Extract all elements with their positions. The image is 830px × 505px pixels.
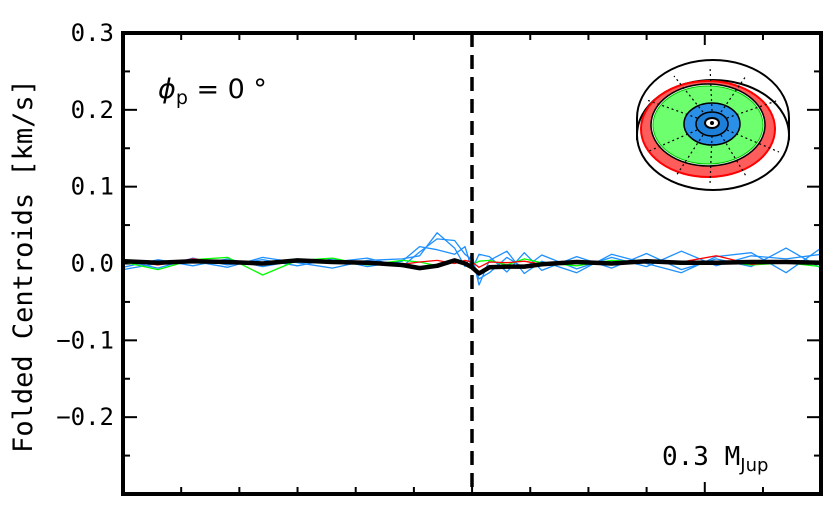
y-tick-label: 0.3 <box>71 19 114 47</box>
phase-symbol: ϕ <box>158 74 176 105</box>
phase-annotation: ϕp = 0 ° <box>158 74 267 109</box>
y-axis-label: Folded Centroids [km/s] <box>8 79 39 453</box>
phase-value: = 0 ° <box>188 74 267 105</box>
y-tick-label: −0.2 <box>56 403 114 431</box>
y-tick-label: 0.0 <box>71 250 114 278</box>
disk-outer-rim <box>636 59 790 119</box>
axes-frame <box>121 31 823 496</box>
disk-center-star <box>710 121 714 125</box>
phase-subscript: p <box>176 87 188 109</box>
mass-subscript: Jup <box>739 455 768 476</box>
disk-dotted-spokes <box>646 65 780 185</box>
y-tick-label: 0.1 <box>71 173 114 201</box>
mass-value: 0.3 M <box>662 442 740 472</box>
mean-centroid-line <box>122 258 822 276</box>
y-tick-label: 0.2 <box>71 96 114 124</box>
y-tick-label: −0.1 <box>56 326 114 354</box>
mass-annotation: 0.3 MJup <box>662 442 768 476</box>
disk-inset-diagram <box>636 59 790 191</box>
